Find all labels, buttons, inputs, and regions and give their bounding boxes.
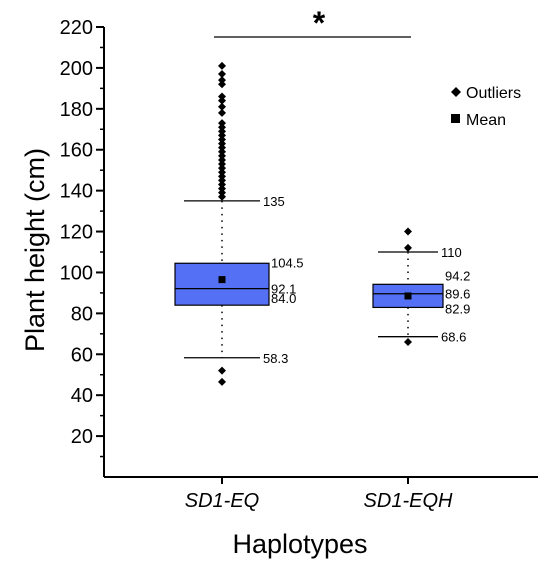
significance-bracket: * (214, 5, 411, 41)
legend-mean-label: Mean (466, 112, 506, 129)
outlier-point (218, 155, 226, 164)
outlier-point (218, 96, 226, 105)
y-tick-label: 80 (71, 303, 93, 325)
x-axis-title: Haplotypes (232, 529, 367, 559)
outlier-point (218, 160, 226, 169)
q3-label: 94.2 (445, 268, 470, 283)
y-tick-label: 100 (60, 262, 93, 284)
outlier-point (404, 338, 412, 346)
legend-outliers-label: Outliers (466, 85, 521, 102)
outlier-point (404, 243, 412, 252)
outlier-point (218, 108, 226, 117)
y-tick-label: 180 (60, 99, 93, 121)
whisker-high-label: 135 (263, 194, 285, 209)
outlier-point (218, 164, 226, 173)
outlier-point (218, 188, 226, 197)
outlier-point (218, 180, 226, 189)
q1-label: 84.0 (271, 291, 296, 306)
box-group-sd1-eq: 135 58.3 104.5 92.184.0 (174, 61, 304, 386)
q1-label: 82.9 (445, 301, 470, 316)
legend: Outliers Mean (451, 85, 521, 129)
significance-star: * (313, 5, 326, 41)
median-label: 92.1 (271, 282, 296, 297)
legend-outlier-marker (451, 87, 461, 97)
outlier-point (218, 80, 226, 89)
outlier-point (218, 119, 226, 128)
y-tick-label: 140 (60, 181, 93, 203)
outlier-point (218, 70, 226, 79)
outlier-point (404, 227, 412, 236)
outlier-point (218, 151, 226, 160)
box-group-sd1-eqh: 110 68.6 94.2 89.682.9 (372, 227, 470, 346)
y-axis-title: Plant height (cm) (20, 148, 50, 352)
whisker-high-label: 110 (441, 245, 462, 260)
whisker-low-label: 68.6 (441, 330, 466, 345)
x-axis: SD1-EQ SD1-EQH (104, 476, 538, 512)
x-tick-label: SD1-EQ (185, 490, 259, 512)
y-tick-label: 120 (60, 222, 93, 244)
y-tick-label: 20 (71, 426, 93, 448)
x-tick-label: SD1-EQH (364, 490, 453, 512)
y-axis: 20 40 60 80 100 120 140 160 180 200 220 (60, 17, 105, 477)
outlier-point (218, 143, 226, 152)
outlier-point (218, 172, 226, 181)
y-tick-label: 200 (60, 58, 93, 80)
legend-mean-marker (451, 114, 460, 123)
iqr-box (174, 262, 270, 306)
outlier-point (218, 135, 226, 144)
mean-marker (218, 276, 226, 284)
outlier-point (218, 366, 226, 375)
outlier-point (218, 131, 226, 140)
outlier-point (218, 127, 226, 136)
y-tick-label: 40 (71, 385, 93, 407)
outlier-point (218, 92, 226, 101)
outlier-point (218, 147, 226, 156)
outlier-point (218, 176, 226, 185)
whisker-low-label: 58.3 (263, 351, 288, 366)
outlier-point (218, 184, 226, 193)
y-tick-label: 220 (60, 17, 93, 39)
y-tick-label: 160 (60, 140, 93, 162)
outlier-point (218, 61, 226, 70)
outlier-point (218, 76, 226, 85)
outlier-point (218, 192, 226, 201)
outlier-point (218, 139, 226, 148)
box-groups: 135 58.3 104.5 92.184.0 110 68.6 94.2 89.682.9 (174, 61, 470, 386)
y-tick-label: 60 (71, 344, 93, 366)
median-label: 89.6 (445, 287, 470, 302)
mean-marker (404, 292, 412, 300)
outlier-point (218, 168, 226, 177)
outlier-point (218, 123, 226, 132)
outlier-point (218, 377, 226, 386)
q3-label: 104.5 (271, 255, 304, 270)
outlier-point (218, 102, 226, 111)
